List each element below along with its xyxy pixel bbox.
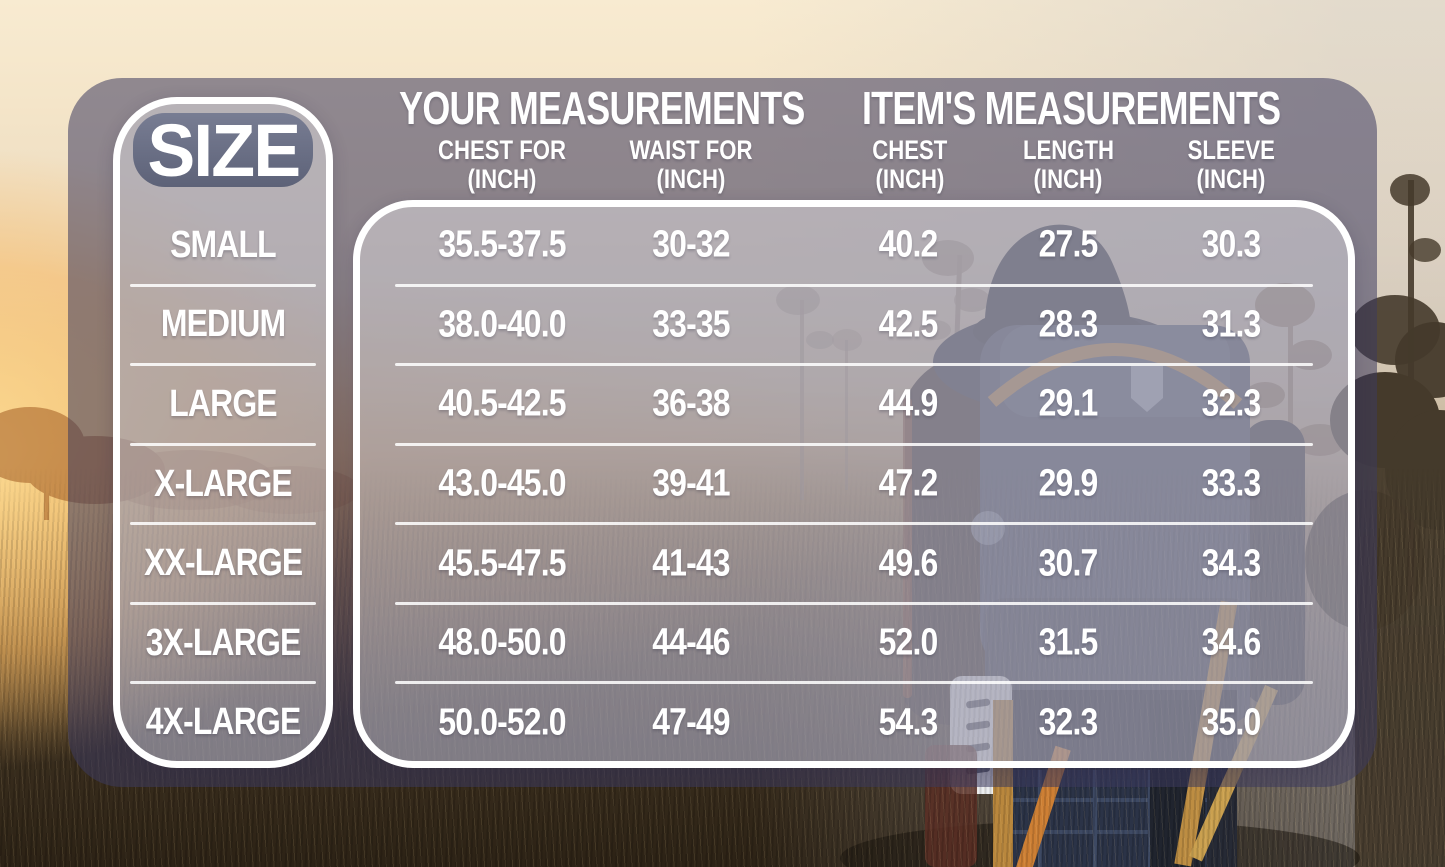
size-label: MEDIUM [160, 303, 286, 346]
measurement-cell: 44-46 [652, 621, 730, 664]
size-label: SMALL [170, 223, 277, 266]
size-row-3x-large: 3X-LARGE [120, 605, 326, 682]
measurement-cell: 30.3 [1201, 223, 1262, 266]
row-divider [130, 283, 316, 287]
chart-overlay-panel [68, 78, 1377, 787]
measurement-cell: 43.0-45.0 [438, 462, 566, 505]
size-label: LARGE [169, 382, 277, 425]
measurement-cell: 36-38 [652, 382, 730, 425]
table-row: 43.0-45.0 39-41 47.2 29.9 33.3 [360, 446, 1348, 523]
measurement-cell: 31.5 [1038, 621, 1099, 664]
column-header-length: LENGTH (INCH) [898, 135, 1238, 196]
column-label: CHEST [872, 135, 948, 165]
row-divider [130, 522, 316, 526]
measurement-cell: 45.5-47.5 [438, 542, 566, 585]
measurement-cell: 40.5-42.5 [438, 382, 566, 425]
measurement-cell: 34.3 [1201, 542, 1262, 585]
measurement-cell: 30.7 [1038, 542, 1099, 585]
measurement-cell: 47-49 [652, 701, 730, 744]
measurement-cell: 41-43 [652, 542, 730, 585]
measurement-cell: 54.3 [878, 701, 939, 744]
measurement-cell: 29.9 [1038, 462, 1099, 505]
measurement-cell: 29.1 [1038, 382, 1099, 425]
row-divider [395, 601, 1313, 605]
table-row: 50.0-52.0 47-49 54.3 32.3 35.0 [360, 684, 1348, 761]
measurement-cell: 50.0-52.0 [438, 701, 566, 744]
measurement-cell: 28.3 [1038, 303, 1099, 346]
size-badge-label: SIZE [147, 108, 301, 192]
measurement-cell: 40.2 [878, 223, 939, 266]
measurement-cell: 34.6 [1201, 621, 1262, 664]
column-unit: (INCH) [875, 164, 945, 194]
column-unit: (INCH) [467, 164, 537, 194]
table-row: 35.5-37.5 30-32 40.2 27.5 30.3 [360, 207, 1348, 284]
size-row-small: SMALL [120, 207, 326, 284]
measurement-cell: 33.3 [1201, 462, 1262, 505]
size-rows: SMALL MEDIUM LARGE X-LARGE XX-LARGE 3X-L… [120, 207, 326, 761]
column-unit: (INCH) [1196, 164, 1266, 194]
column-unit: (INCH) [1033, 164, 1103, 194]
column-label: WAIST FOR [629, 135, 753, 165]
size-label: X-LARGE [154, 462, 293, 505]
measurement-cell: 35.0 [1201, 701, 1262, 744]
measurement-cell: 32.3 [1038, 701, 1099, 744]
size-row-4x-large: 4X-LARGE [120, 684, 326, 761]
table-row: 45.5-47.5 41-43 49.6 30.7 34.3 [360, 525, 1348, 602]
column-header-chest-for: CHEST FOR (INCH) [332, 135, 672, 196]
measurement-cell: 38.0-40.0 [438, 303, 566, 346]
column-header-waist-for: WAIST FOR (INCH) [521, 135, 861, 196]
size-label: XX-LARGE [143, 542, 303, 585]
row-divider [130, 601, 316, 605]
column-header-chest: CHEST (INCH) [740, 135, 1080, 196]
items-measurements-label: ITEM'S MEASUREMENTS [861, 82, 1281, 134]
size-row-large: LARGE [120, 366, 326, 443]
your-measurements-label: YOUR MEASUREMENTS [399, 82, 805, 134]
row-divider [395, 442, 1313, 446]
size-column-panel: SIZE SMALL MEDIUM LARGE X-LARGE XX-LARGE… [113, 97, 333, 768]
measurement-cell: 49.6 [878, 542, 939, 585]
row-divider [395, 681, 1313, 685]
measurement-cell: 52.0 [878, 621, 939, 664]
size-label: 4X-LARGE [145, 701, 302, 744]
row-divider [395, 522, 1313, 526]
row-divider [395, 363, 1313, 367]
measurement-cell: 30-32 [652, 223, 730, 266]
your-measurements-header: YOUR MEASUREMENTS [252, 85, 952, 143]
table-row: 40.5-42.5 36-38 44.9 29.1 32.3 [360, 366, 1348, 443]
measurement-cell: 48.0-50.0 [438, 621, 566, 664]
size-label: 3X-LARGE [145, 621, 302, 664]
size-badge: SIZE [133, 109, 313, 192]
size-row-xx-large: XX-LARGE [120, 525, 326, 602]
measurement-cell: 33-35 [652, 303, 730, 346]
size-row-x-large: X-LARGE [120, 446, 326, 523]
column-header-sleeve: SLEEVE (INCH) [1061, 135, 1401, 196]
measurement-cell: 42.5 [878, 303, 939, 346]
row-divider [130, 442, 316, 446]
measurement-cell: 27.5 [1038, 223, 1099, 266]
column-label: CHEST FOR [438, 135, 566, 165]
size-row-medium: MEDIUM [120, 287, 326, 364]
row-divider [395, 283, 1313, 287]
column-label: SLEEVE [1187, 135, 1275, 165]
row-divider [130, 681, 316, 685]
measurement-rows: 35.5-37.5 30-32 40.2 27.5 30.3 38.0-40.0… [360, 207, 1348, 761]
row-divider [130, 363, 316, 367]
measurement-cell: 31.3 [1201, 303, 1262, 346]
measurement-cell: 47.2 [878, 462, 939, 505]
measurement-cell: 39-41 [652, 462, 730, 505]
measurement-cell: 44.9 [878, 382, 939, 425]
column-unit: (INCH) [656, 164, 726, 194]
measurements-table-panel: 35.5-37.5 30-32 40.2 27.5 30.3 38.0-40.0… [353, 200, 1355, 768]
table-row: 48.0-50.0 44-46 52.0 31.5 34.6 [360, 605, 1348, 682]
items-measurements-header: ITEM'S MEASUREMENTS [721, 85, 1421, 143]
column-label: LENGTH [1022, 135, 1114, 165]
measurement-cell: 35.5-37.5 [438, 223, 566, 266]
measurement-cell: 32.3 [1201, 382, 1262, 425]
table-row: 38.0-40.0 33-35 42.5 28.3 31.3 [360, 287, 1348, 364]
